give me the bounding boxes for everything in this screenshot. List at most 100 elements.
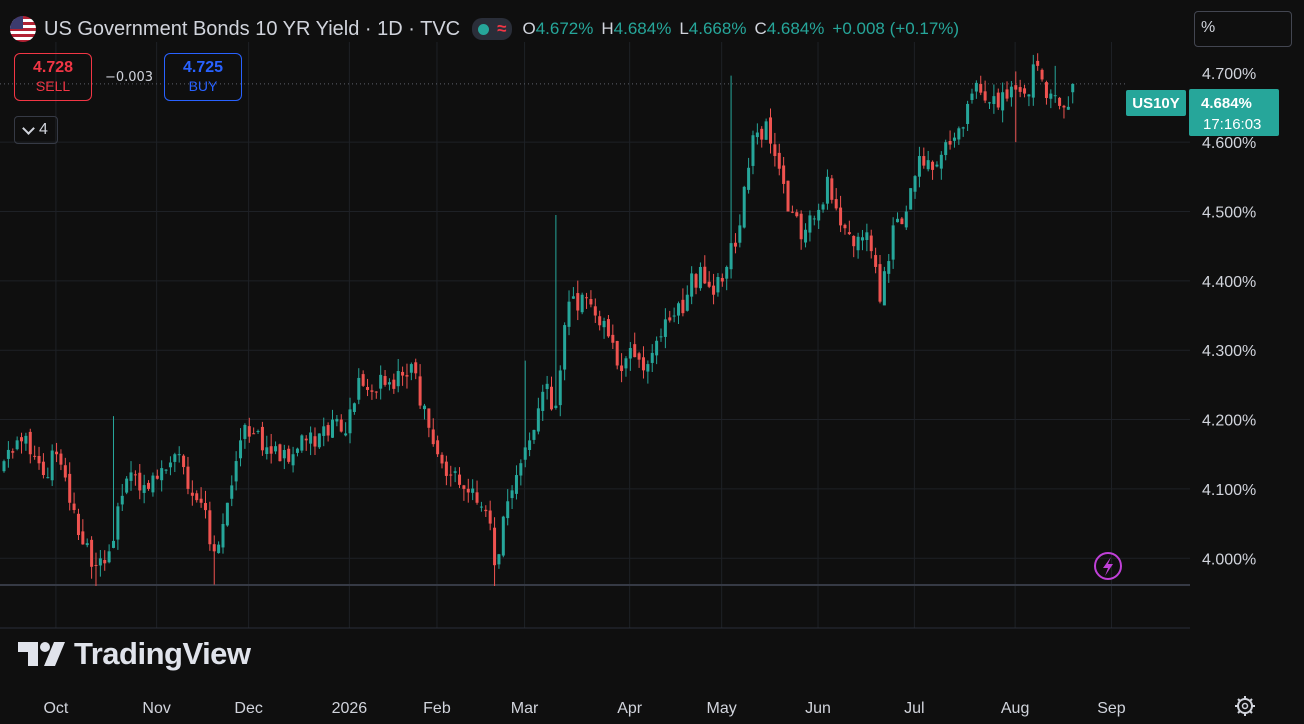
candle-body (672, 315, 676, 317)
candle-body (913, 176, 917, 192)
x-tick-label: Feb (423, 700, 451, 717)
candle-body (203, 503, 207, 511)
candle-body (655, 340, 659, 356)
candle-body (1066, 106, 1070, 110)
candle-body (1018, 87, 1022, 92)
candle-body (471, 488, 475, 493)
candle-body (300, 435, 304, 451)
candle-body (786, 180, 790, 212)
candle-body (1001, 92, 1005, 111)
candle-body (519, 463, 523, 476)
market-status-icon: ≈ (497, 19, 507, 38)
candle-body (922, 156, 926, 166)
candle-body (1031, 64, 1035, 98)
candle-body (900, 218, 904, 225)
candle-body (650, 352, 654, 363)
candle-body (374, 391, 378, 393)
candle-body (878, 264, 882, 302)
price-axis[interactable]: 4.000% 4.100% 4.200% 4.300% 4.400% 4.500% 4.60… (1202, 66, 1256, 568)
candle-body (120, 495, 124, 505)
indicators-toggle[interactable]: 4 (14, 116, 58, 144)
sell-button[interactable]: 4.728 SELL (14, 53, 92, 101)
candle-body (33, 455, 37, 457)
candle-body (352, 403, 356, 412)
candle-body (401, 371, 405, 376)
candle-body (948, 141, 952, 145)
us-flag-icon (10, 16, 36, 42)
candle-body (703, 266, 707, 284)
candle-body (804, 229, 808, 243)
candle-body (370, 390, 374, 392)
last-price-value: 4.684% (1201, 95, 1252, 112)
candle-body (598, 316, 602, 326)
candle-body (970, 93, 974, 100)
candle-body (725, 266, 729, 279)
symbol-title[interactable]: US Government Bonds 10 YR Yield · 1D · T… (44, 17, 461, 40)
candle-body (449, 474, 453, 476)
candle-body (440, 454, 444, 464)
lightning-icon[interactable] (1094, 552, 1122, 580)
symbol-tag-label: US10Y (1132, 95, 1180, 112)
candle-body (37, 455, 41, 464)
candle-body (295, 448, 299, 453)
candle-body (1005, 89, 1009, 99)
time-axis[interactable]: Oct Nov Dec 2026 Feb Mar Apr May Jun Jul Aug Sep (43, 700, 1125, 717)
candle-body (274, 446, 278, 452)
candle-body (366, 387, 370, 390)
candle-body (747, 167, 751, 190)
candle-body (55, 451, 59, 455)
y-tick-label: 4.000% (1202, 551, 1256, 568)
candle-body (147, 482, 151, 489)
symbol-tag: US10Y (1126, 90, 1186, 116)
candle-body (396, 371, 400, 387)
candle-body (475, 492, 479, 503)
candle-body (733, 242, 737, 247)
candle-body (576, 293, 580, 311)
candle-body (957, 128, 961, 140)
market-status-pill[interactable]: ≈ (472, 18, 513, 40)
candle-body (593, 306, 597, 316)
candle-body (707, 281, 711, 287)
candle-body (68, 473, 72, 503)
candle-body (580, 294, 584, 313)
settings-gear-icon[interactable] (1235, 696, 1255, 716)
candle-body (182, 455, 186, 468)
x-tick-label: Sep (1097, 700, 1126, 717)
y-tick-label: 4.200% (1202, 413, 1256, 430)
candle-body (777, 152, 781, 169)
candle-body (164, 469, 168, 471)
candle-body (357, 377, 361, 400)
candle-body (1049, 93, 1053, 99)
candle-body (847, 232, 851, 235)
candle-body (769, 117, 772, 144)
buy-button[interactable]: 4.725 BUY (164, 53, 242, 101)
candle-body (510, 490, 514, 499)
scale-unit-box[interactable]: % (1194, 11, 1292, 47)
candle-body (585, 297, 589, 299)
tradingview-logo[interactable]: TradingView (18, 636, 251, 672)
candle-body (821, 204, 825, 210)
candle-body (917, 156, 921, 177)
chart-header: US Government Bonds 10 YR Yield · 1D · T… (10, 14, 959, 44)
candle-body (882, 271, 886, 306)
candle-body (81, 531, 85, 545)
candle-body (11, 451, 15, 453)
y-tick-label: 4.400% (1202, 274, 1256, 291)
candle-body (633, 344, 637, 358)
x-tick-label: 2026 (332, 700, 368, 717)
candle-body (458, 474, 462, 485)
candle-body (931, 161, 935, 170)
candle-body (992, 96, 996, 104)
candle-body (335, 418, 339, 422)
candle-body (528, 440, 532, 451)
candle-body (278, 444, 282, 462)
candle-body (348, 409, 352, 434)
candle-body (15, 440, 19, 450)
candle-body (479, 506, 483, 508)
candle-body (646, 364, 650, 372)
candle-body (217, 544, 221, 554)
candle-body (865, 232, 869, 241)
candle-body (361, 374, 365, 386)
last-price-label: 4.684% 17:16:03 (1189, 89, 1279, 136)
